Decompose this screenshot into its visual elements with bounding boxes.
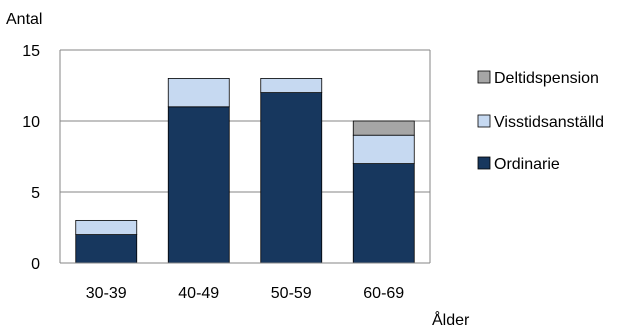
y-tick-labels: 0 5 10 15 [22, 43, 40, 273]
legend-swatch-1 [477, 114, 491, 128]
y-axis-title: Antal [6, 11, 42, 28]
legend-label-0: Deltidspension [494, 70, 599, 87]
bars-group [75, 78, 415, 264]
x-tick-label-2: 50-59 [271, 285, 312, 302]
legend-swatch-0 [477, 70, 491, 84]
axes [59, 50, 431, 264]
x-axis-title: Ålder [432, 310, 470, 329]
y-tick-label-0: 0 [31, 256, 40, 273]
legend: Deltidspension Visstidsanställd Ordinarie [477, 70, 604, 173]
x-tick-label-3: 60-69 [363, 285, 404, 302]
bar-40-49-series-1 [167, 78, 230, 108]
bar-60-69-series-0 [352, 163, 415, 264]
y-tick-label-1: 5 [31, 185, 40, 202]
legend-label-2: Ordinarie [494, 156, 560, 173]
legend-label-1: Visstidsanställd [494, 114, 604, 131]
bar-30-39-series-0 [75, 234, 138, 264]
x-tick-label-1: 40-49 [178, 285, 219, 302]
bar-50-59-series-1 [260, 78, 323, 94]
bar-60-69-series-1 [352, 134, 415, 164]
bar-30-39-series-1 [75, 219, 138, 235]
x-tick-label-0: 30-39 [86, 285, 127, 302]
bar-60-69-series-2 [352, 120, 415, 136]
y-tick-label-2: 10 [22, 114, 40, 131]
bar-40-49-series-0 [167, 106, 230, 264]
bar-50-59-series-0 [260, 92, 323, 264]
y-tick-label-3: 15 [22, 43, 40, 60]
legend-swatch-2 [477, 156, 491, 170]
x-tick-labels: 30-39 40-49 50-59 60-69 [86, 285, 405, 302]
